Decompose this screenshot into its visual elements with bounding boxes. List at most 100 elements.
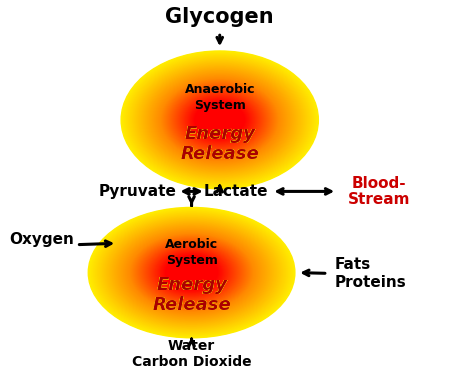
Ellipse shape [144,243,239,303]
Ellipse shape [164,256,219,289]
Text: Energy
Release: Energy Release [181,125,259,163]
Ellipse shape [189,271,195,275]
Text: Energy
Release: Energy Release [152,276,231,314]
Ellipse shape [117,226,266,319]
Ellipse shape [180,266,203,280]
Text: Pyruvate: Pyruvate [99,184,176,199]
Ellipse shape [164,81,276,159]
Ellipse shape [208,111,232,128]
Ellipse shape [138,239,245,307]
Ellipse shape [145,243,238,302]
Ellipse shape [130,57,310,183]
Ellipse shape [189,98,250,141]
Ellipse shape [135,61,305,179]
Ellipse shape [112,223,271,323]
Ellipse shape [177,264,206,282]
Ellipse shape [124,53,315,187]
Ellipse shape [142,241,241,304]
Ellipse shape [129,56,310,183]
Ellipse shape [169,258,214,287]
Ellipse shape [137,238,246,307]
Ellipse shape [131,234,253,311]
Ellipse shape [207,111,233,129]
Text: Energy
Release: Energy Release [152,276,231,314]
Ellipse shape [182,267,201,279]
Ellipse shape [166,83,273,157]
Ellipse shape [142,65,298,174]
Ellipse shape [173,88,266,152]
Ellipse shape [197,104,242,136]
Ellipse shape [186,96,253,143]
Text: Energy
Release: Energy Release [181,125,259,163]
Ellipse shape [168,84,271,156]
Ellipse shape [192,101,247,139]
Ellipse shape [199,105,240,134]
Ellipse shape [126,231,258,314]
Ellipse shape [122,52,318,188]
Ellipse shape [178,91,261,149]
Text: Energy
Release: Energy Release [181,125,259,163]
Ellipse shape [145,68,295,172]
Ellipse shape [127,55,312,185]
Ellipse shape [163,80,277,160]
Ellipse shape [178,264,205,281]
Ellipse shape [191,272,192,273]
Text: Energy
Release: Energy Release [181,125,259,163]
Ellipse shape [88,208,295,338]
Ellipse shape [205,110,235,130]
Ellipse shape [161,253,223,292]
Ellipse shape [115,224,268,321]
Ellipse shape [100,215,283,331]
Ellipse shape [214,116,226,124]
Ellipse shape [140,64,300,176]
Ellipse shape [134,60,306,180]
Ellipse shape [136,237,247,308]
Ellipse shape [169,85,270,155]
Text: Lactate: Lactate [204,184,268,199]
Text: Energy
Release: Energy Release [181,125,259,163]
Text: Energy
Release: Energy Release [152,276,231,314]
Ellipse shape [175,262,208,283]
Ellipse shape [171,85,269,154]
Ellipse shape [137,62,302,178]
Ellipse shape [163,254,220,291]
Ellipse shape [154,248,230,297]
Ellipse shape [100,215,283,330]
Ellipse shape [146,68,294,172]
Ellipse shape [196,103,244,137]
Ellipse shape [172,86,268,154]
Ellipse shape [166,256,218,289]
Ellipse shape [193,101,246,138]
Ellipse shape [162,254,221,291]
Ellipse shape [91,209,292,336]
Ellipse shape [147,245,236,301]
Text: Energy
Release: Energy Release [152,276,231,314]
Ellipse shape [128,233,255,312]
Ellipse shape [164,81,275,159]
Ellipse shape [186,269,197,276]
Ellipse shape [206,110,234,129]
Ellipse shape [187,270,196,275]
Ellipse shape [133,236,250,310]
Ellipse shape [167,257,216,288]
Ellipse shape [170,259,213,286]
Ellipse shape [217,118,223,122]
Ellipse shape [218,119,222,121]
Ellipse shape [156,251,227,295]
Text: Energy
Release: Energy Release [152,276,231,314]
Text: Water
Carbon Dioxide: Water Carbon Dioxide [132,339,251,369]
Ellipse shape [184,268,199,277]
Ellipse shape [149,246,234,299]
Ellipse shape [139,63,301,177]
Text: Energy
Release: Energy Release [152,276,231,314]
Ellipse shape [200,106,239,134]
Ellipse shape [93,211,290,334]
Text: Energy
Release: Energy Release [152,276,231,314]
Ellipse shape [95,212,288,333]
Text: Energy
Release: Energy Release [152,276,231,314]
Ellipse shape [120,228,263,318]
Ellipse shape [135,237,248,309]
Ellipse shape [202,107,237,132]
Ellipse shape [155,249,229,296]
Ellipse shape [185,269,198,276]
